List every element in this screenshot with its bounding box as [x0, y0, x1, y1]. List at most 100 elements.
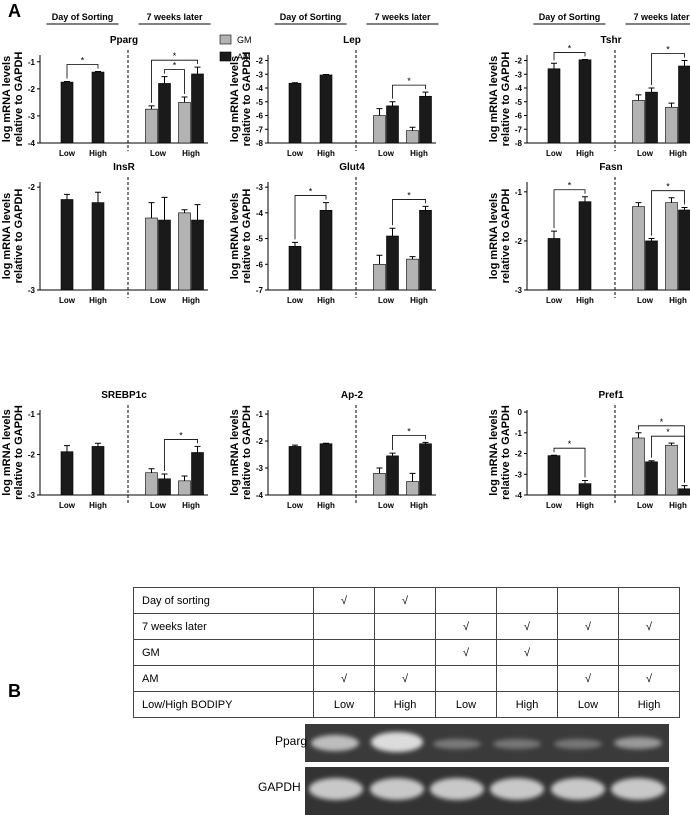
error-bar [148, 468, 155, 473]
chart-title: Tshr [601, 35, 622, 46]
bar-chart: log mRNA levels relative to GAPDH Glut4 -7 -… [229, 162, 436, 305]
x-tick-label: Low [287, 296, 304, 305]
table-row: Low/High BODIPY Low High Low High Low High [133, 691, 680, 718]
gel-band [309, 778, 363, 800]
x-tick-label: Low [150, 296, 167, 305]
y-tick-label: -3 [28, 112, 36, 121]
gel-label: GAPDH [258, 780, 301, 794]
table-cell [557, 587, 619, 614]
bar [319, 209, 333, 291]
x-tick-label: High [410, 149, 428, 158]
bar [665, 106, 678, 144]
y-axis-label: relative to GAPDH [500, 189, 512, 284]
chart-title: Pref1 [598, 390, 623, 401]
bar [319, 443, 333, 496]
bar [145, 108, 158, 144]
y-axis-label: log mRNA levels [229, 193, 241, 279]
y-axis-label: relative to GAPDH [241, 405, 253, 500]
bar [645, 91, 658, 144]
y-axis-label: log mRNA levels [1, 56, 13, 142]
table-cell: √ [435, 613, 497, 640]
legend-label: AM [237, 52, 251, 62]
error-bar [194, 204, 201, 221]
y-tick-label: -1 [28, 410, 36, 419]
x-tick-label: Low [287, 501, 304, 510]
y-tick-label: -3 [256, 183, 264, 192]
bar [406, 481, 419, 496]
error-bar [389, 452, 396, 456]
table-cell: √ [313, 665, 375, 692]
panel-label: B [8, 681, 21, 701]
gel-band [311, 735, 359, 751]
bar-chart: log mRNA levels relative to GAPDHPparg-4-… [1, 12, 252, 158]
table-cell: High [496, 691, 558, 718]
table-cell [374, 639, 436, 666]
bar [406, 258, 419, 291]
bar [319, 74, 333, 144]
table-row: 7 weeks later √ √ √ √ [133, 613, 680, 640]
chart-title: Glut4 [339, 162, 365, 173]
y-tick-label: -2 [28, 85, 36, 94]
y-tick-label: -8 [256, 139, 264, 148]
significance-bracket [164, 439, 198, 471]
table-cell [618, 587, 680, 614]
bar [665, 444, 678, 496]
error-bar [161, 473, 168, 479]
error-bar [95, 442, 101, 447]
error-bar [635, 94, 642, 101]
table-cell [557, 639, 619, 666]
y-tick-label: -1 [515, 429, 523, 438]
error-bar [95, 191, 101, 203]
bar [91, 446, 105, 496]
y-axis-label: log mRNA levels [488, 193, 500, 279]
bar [547, 68, 561, 144]
significance-bracket [651, 190, 685, 236]
bar [419, 209, 432, 291]
bar-chart: log mRNA levels relative to GAPDH Tshr -8 -7… [488, 12, 690, 158]
y-tick-label: -3 [256, 464, 264, 473]
x-tick-label: Low [378, 501, 395, 510]
y-axis-label: log mRNA levels [1, 409, 13, 495]
y-tick-label: -8 [515, 139, 523, 148]
gel-bands [311, 732, 662, 752]
group-label: Day of Sorting [539, 12, 601, 22]
bar [178, 212, 191, 291]
gel-band [493, 739, 541, 749]
error-bar [64, 193, 70, 200]
error-bar [551, 62, 557, 69]
y-tick-label: -4 [256, 209, 264, 218]
y-axis-label: relative to GAPDH [13, 52, 25, 147]
bar [60, 451, 74, 496]
error-bar [582, 479, 588, 484]
x-tick-label: Low [59, 149, 76, 158]
gel-band [551, 778, 605, 800]
error-bar [323, 202, 329, 211]
row-label: AM [133, 665, 314, 692]
y-tick-label: -3 [28, 491, 36, 500]
significance-label: * [179, 430, 183, 440]
y-tick-label: -6 [256, 112, 264, 121]
x-tick-label: High [89, 149, 107, 158]
y-tick-label: -1 [256, 410, 264, 419]
significance-bracket [553, 447, 586, 478]
significance-label: * [407, 426, 411, 436]
y-tick-label: -3 [515, 470, 523, 479]
bar [678, 488, 690, 496]
bar-chart: log mRNA levels relative to GAPDH InsR -3 -2… [1, 162, 208, 305]
bar [145, 217, 158, 291]
table-cell [313, 639, 375, 666]
x-tick-label: High [410, 296, 428, 305]
table-cell: High [618, 691, 680, 718]
table-cell [435, 665, 497, 692]
x-tick-label: Low [150, 149, 167, 158]
gel-band [430, 778, 484, 800]
bar [60, 81, 74, 144]
table-cell: √ [496, 639, 558, 666]
bar-chart: log mRNA levels relative to GAPDH Fasn -3 -2… [488, 162, 690, 305]
bar [178, 102, 191, 144]
table-cell: √ [618, 665, 680, 692]
error-bar [181, 475, 188, 481]
y-tick-label: -3 [256, 70, 264, 79]
error-bar [161, 196, 168, 221]
y-tick-label: -7 [256, 125, 264, 134]
